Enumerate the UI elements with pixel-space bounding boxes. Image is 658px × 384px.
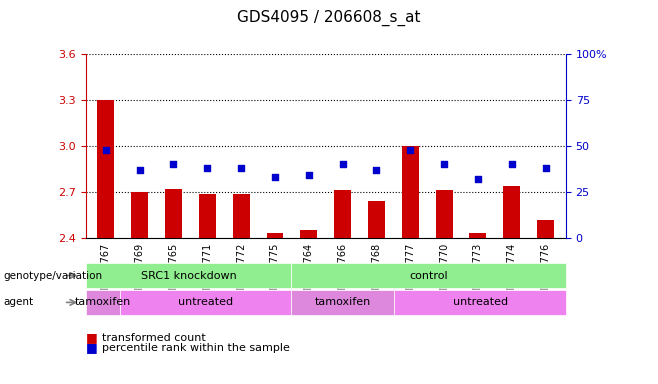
Point (405, 147, 416, 153)
Bar (300, 230, 317, 238)
Text: untreated: untreated (453, 297, 508, 308)
Text: tamoxifen: tamoxifen (74, 297, 131, 308)
Point (371, 167, 382, 173)
Text: ■: ■ (86, 341, 97, 354)
Point (101, 147, 111, 153)
Bar (199, 194, 216, 238)
Bar (97, 100, 114, 238)
Point (472, 176, 483, 182)
Text: GDS4095 / 206608_s_at: GDS4095 / 206608_s_at (238, 10, 420, 26)
Text: tamoxifen: tamoxifen (315, 297, 371, 308)
Point (134, 167, 145, 173)
Point (507, 161, 517, 167)
Point (202, 165, 213, 171)
Bar (233, 194, 249, 238)
Point (168, 161, 179, 167)
Text: ■: ■ (86, 331, 97, 344)
Point (439, 161, 449, 167)
Bar (402, 146, 418, 238)
Text: control: control (409, 270, 448, 281)
Text: agent: agent (3, 297, 34, 308)
Point (338, 161, 348, 167)
Bar (368, 201, 385, 238)
Bar (537, 220, 554, 238)
Bar (436, 190, 453, 238)
Text: percentile rank within the sample: percentile rank within the sample (102, 343, 290, 353)
Point (540, 165, 551, 171)
Bar (165, 189, 182, 238)
Bar (131, 192, 148, 238)
Text: untreated: untreated (178, 297, 233, 308)
Text: SRC1 knockdown: SRC1 knockdown (141, 270, 236, 281)
Point (270, 174, 280, 180)
Point (236, 165, 246, 171)
Point (303, 172, 314, 179)
Text: genotype/variation: genotype/variation (3, 270, 103, 281)
Bar (503, 186, 520, 238)
Bar (469, 233, 486, 238)
Bar (266, 233, 284, 238)
Bar (334, 190, 351, 238)
Text: transformed count: transformed count (102, 333, 206, 343)
